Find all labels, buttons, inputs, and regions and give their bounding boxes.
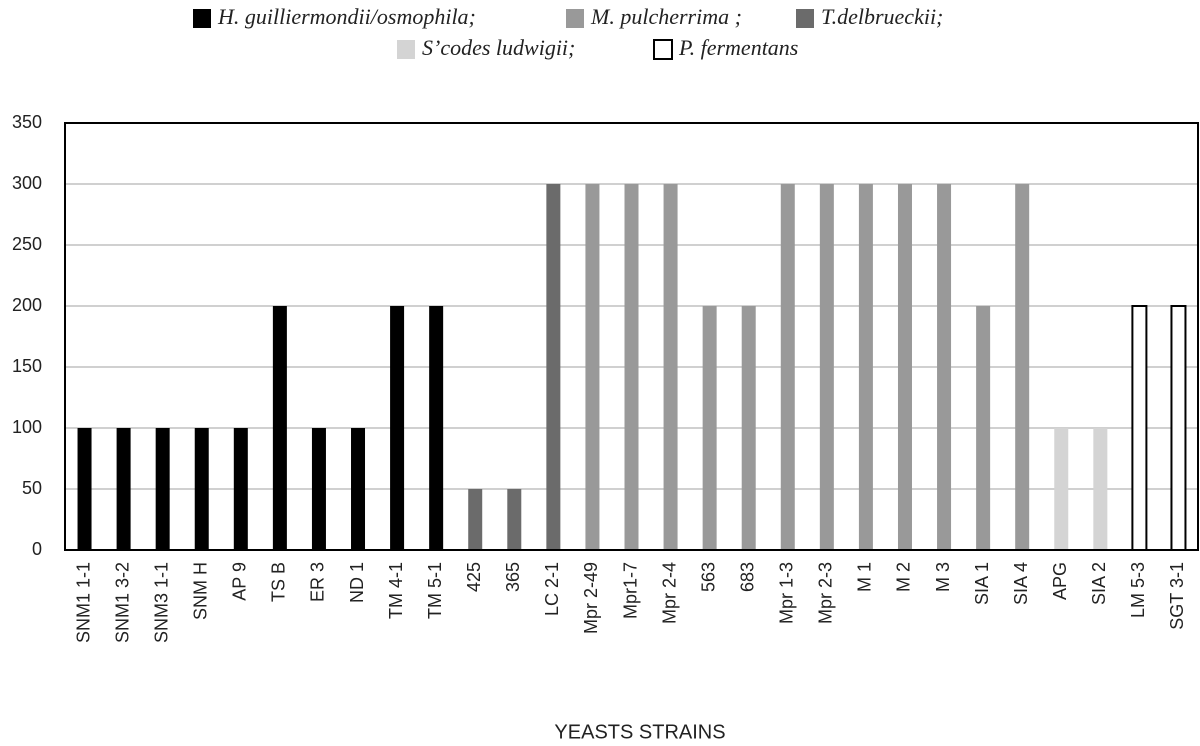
x-tick-label: APG [1050, 562, 1070, 600]
x-axis-title: YEASTS STRAINS [554, 721, 725, 743]
x-tick-label: Mpr1-7 [620, 562, 640, 619]
legend-label: H. guilliermondii/osmophila; [217, 4, 476, 29]
bar [937, 184, 952, 550]
bar [624, 184, 639, 550]
x-tick-label: LM 5-3 [1128, 562, 1148, 618]
bar [194, 428, 209, 550]
x-tick-label: M 2 [894, 562, 914, 592]
bar [976, 306, 991, 550]
plot-border [64, 122, 1199, 551]
bar [546, 184, 561, 550]
x-tick-label: SIA 1 [972, 562, 992, 605]
bar [272, 306, 287, 550]
x-tick-label: SIA 4 [1011, 562, 1031, 605]
legend-label: T.delbrueckii; [821, 4, 943, 29]
y-tick-label: 0 [32, 539, 42, 559]
x-tick-label: ND 1 [347, 562, 367, 603]
bar [1131, 305, 1148, 551]
x-tick-label: Mpr 1-3 [777, 562, 797, 624]
legend-swatch [653, 39, 673, 60]
legend-swatch [397, 40, 415, 59]
y-tick-label: 50 [22, 478, 42, 498]
x-tick-label: Mpr 2-4 [659, 562, 679, 624]
x-tick-label: SIA 2 [1089, 562, 1109, 605]
x-tick-label: SNM H [190, 562, 210, 620]
bar [897, 184, 912, 550]
bar [155, 428, 170, 550]
x-tick-label: TS B [269, 562, 289, 602]
bar [585, 184, 600, 550]
bar [1093, 428, 1108, 550]
bar [663, 184, 678, 550]
y-tick-label: 300 [12, 173, 42, 193]
x-tick-label: AP 9 [230, 562, 250, 601]
bar [507, 489, 522, 550]
x-tick-label: 365 [503, 562, 523, 592]
x-tick-label: 563 [698, 562, 718, 592]
x-tick-label: 683 [737, 562, 757, 592]
bar [702, 306, 717, 550]
x-tick-label: ER 3 [308, 562, 328, 602]
x-tick-label: M 1 [855, 562, 875, 592]
bar [351, 428, 366, 550]
bar [429, 306, 444, 550]
bar [77, 428, 92, 550]
bar [858, 184, 873, 550]
x-tick-label: SNM3 1-1 [151, 562, 171, 643]
bar [1170, 305, 1187, 551]
bar [468, 489, 483, 550]
x-tick-label: Mpr 2-3 [816, 562, 836, 624]
y-tick-label: 100 [12, 417, 42, 437]
x-tick-label: TM 5-1 [425, 562, 445, 619]
legend-swatch [193, 9, 211, 28]
y-tick-label: 150 [12, 356, 42, 376]
x-tick-label: TM 4-1 [386, 562, 406, 619]
x-tick-label: M 3 [933, 562, 953, 592]
x-tick-label: 425 [464, 562, 484, 592]
bar [819, 184, 834, 550]
legend-swatch [566, 9, 584, 28]
legend-label: P. fermentans [678, 35, 798, 60]
x-tick-label: Mpr 2-49 [581, 562, 601, 634]
legend-label: M. pulcherrima ; [590, 4, 742, 29]
y-tick-label: 250 [12, 234, 42, 254]
bar [780, 184, 795, 550]
bar [1054, 428, 1069, 550]
x-tick-label: SGT 3-1 [1167, 562, 1187, 630]
bar [233, 428, 248, 550]
bar [311, 428, 326, 550]
bar [741, 306, 756, 550]
legend-swatch [796, 9, 814, 28]
x-tick-label: SNM1 1-1 [73, 562, 93, 643]
y-tick-label: 200 [12, 295, 42, 315]
bar [1015, 184, 1030, 550]
bar [390, 306, 405, 550]
y-tick-label: 350 [12, 112, 42, 132]
x-tick-label: SNM1 3-2 [112, 562, 132, 643]
legend-label: S’codes ludwigii; [422, 35, 575, 60]
bar [116, 428, 131, 550]
x-tick-label: LC 2-1 [542, 562, 562, 616]
